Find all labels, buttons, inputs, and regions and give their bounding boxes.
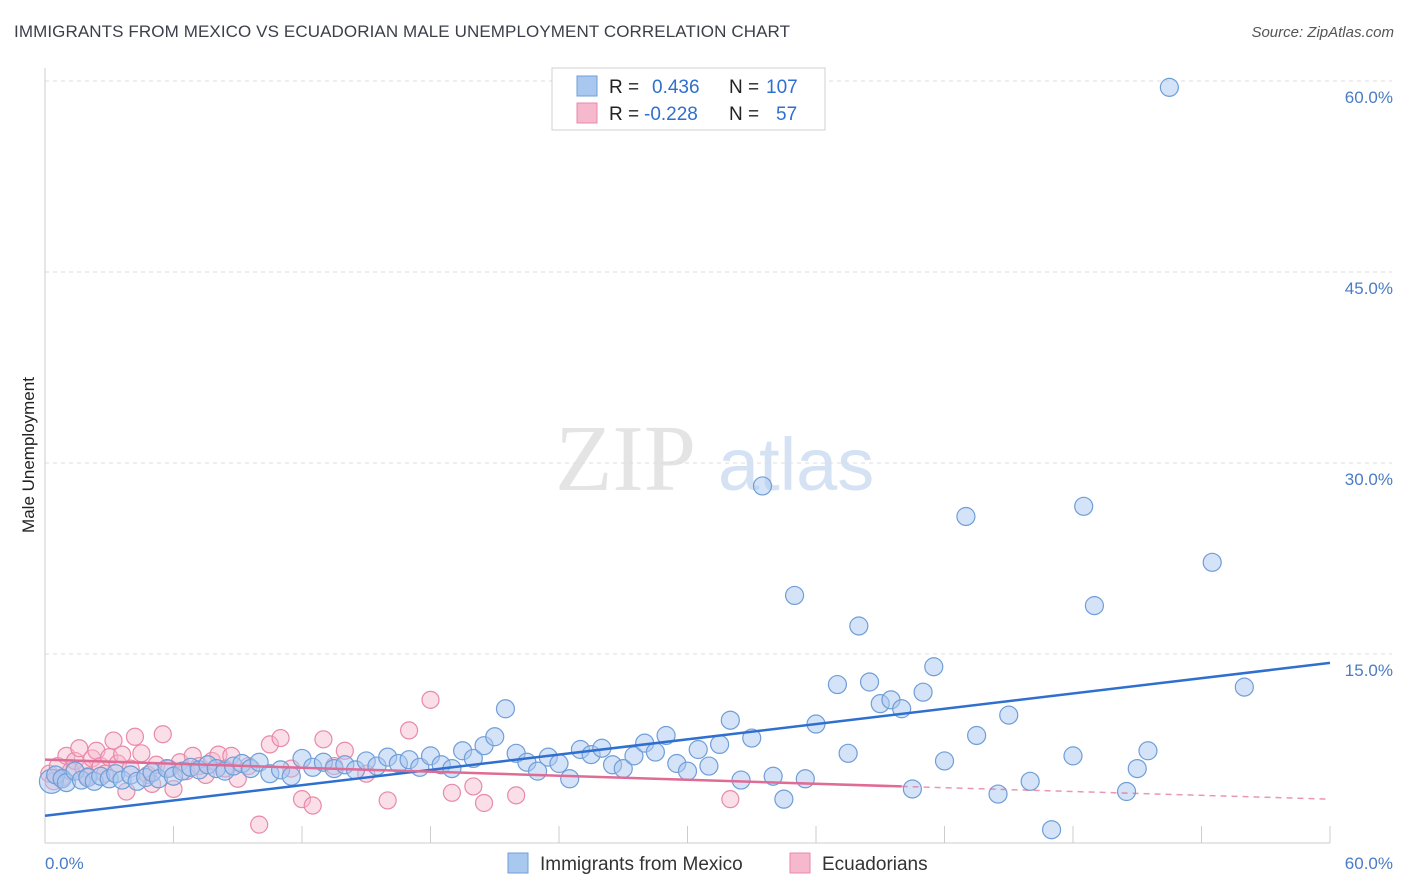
trend-lines — [44, 661, 1331, 817]
ecuadorians-point — [132, 744, 151, 763]
ecuadorians-point — [721, 790, 740, 809]
mexico-point — [656, 725, 676, 746]
mexico-point — [1063, 746, 1083, 766]
series-legend-label-ecuadorians: Ecuadorians — [822, 854, 928, 875]
mexico-trend-line — [44, 661, 1331, 817]
ecuadorians-point — [153, 725, 172, 744]
mexico-point — [784, 585, 805, 606]
mexico-point — [281, 766, 301, 786]
y-axis-label: Male Unemployment — [19, 377, 38, 533]
ecuadorians-point — [442, 783, 462, 802]
mexico-point — [549, 753, 569, 774]
y-tick-label: 15.0% — [1345, 661, 1393, 680]
series-legend-swatch-ecuadorians — [789, 852, 811, 874]
series-legend: Immigrants from Mexico Ecuadorians — [507, 852, 928, 875]
mexico-point — [677, 761, 698, 781]
mexico-point — [913, 682, 933, 702]
y-tick-label: 45.0% — [1345, 279, 1393, 298]
mexico-point — [463, 748, 483, 769]
legend-r-value-1: 0.436 — [652, 77, 700, 98]
legend-r-label-1: R = — [609, 77, 639, 98]
ecuadorians-point — [314, 730, 333, 749]
y-tick-label: 30.0% — [1345, 470, 1393, 489]
ecuadorians-trend-extension — [901, 785, 1331, 800]
watermark-zip: ZIP — [555, 407, 696, 511]
mexico-point — [1084, 596, 1105, 616]
mexico-point — [999, 705, 1019, 725]
legend-n-label-1: N = — [729, 77, 759, 98]
legend-n-label-2: N = — [729, 104, 759, 125]
mexico-point — [688, 739, 708, 760]
ecuadorians-point — [507, 786, 526, 805]
mexico-point — [795, 769, 815, 789]
mexico-point — [485, 727, 505, 747]
mexico-point — [859, 672, 880, 692]
y-tick-label: 60.0% — [1345, 88, 1393, 107]
mexico-point — [956, 506, 976, 527]
mexico-point — [902, 779, 922, 799]
ecuadorians-point — [125, 727, 145, 746]
mexico-point — [934, 751, 955, 771]
legend-swatch-ecuadorians — [576, 102, 598, 124]
mexico-point — [1159, 77, 1179, 97]
legend-r-label-2: R = — [609, 104, 639, 125]
ecuadorians-point — [474, 793, 494, 813]
mexico-point — [827, 674, 848, 695]
axes — [44, 68, 1331, 844]
ecuadorians-point — [104, 731, 123, 750]
ecuadorians-point — [260, 735, 279, 754]
tick-labels: 15.0% 30.0% 45.0% 60.0% 0.0% 60.0% — [45, 88, 1393, 873]
mexico-point — [752, 476, 773, 496]
chart-title: IMMIGRANTS FROM MEXICO VS ECUADORIAN MAL… — [14, 22, 791, 41]
mexico-point — [1202, 552, 1222, 572]
mexico-points — [38, 77, 1254, 840]
ecuadorians-point — [292, 790, 312, 809]
mexico-point — [1138, 741, 1158, 761]
legend-swatch-mexico — [576, 75, 598, 97]
ecuadorians-trend-line — [44, 758, 902, 788]
ecuadorians-point — [399, 721, 419, 740]
mexico-point — [560, 769, 580, 789]
ecuadorians-point — [421, 690, 440, 709]
series-legend-swatch-mexico — [507, 852, 529, 874]
chart-source: Source: ZipAtlas.com — [1251, 24, 1394, 41]
mexico-point — [710, 734, 730, 755]
mexico-point — [924, 657, 944, 677]
x-tick-label-end: 60.0% — [1345, 854, 1393, 873]
mexico-point — [495, 699, 516, 719]
mexico-point — [720, 710, 740, 730]
ecuadorians-point — [378, 791, 397, 810]
mexico-point — [774, 789, 794, 809]
mexico-point — [742, 728, 762, 748]
mexico-point — [763, 766, 783, 786]
mexico-point — [838, 743, 858, 763]
ecuadorians-point — [250, 815, 269, 834]
legend-n-value-1: 107 — [766, 77, 798, 98]
ecuadorians-point — [303, 796, 322, 815]
mexico-point — [849, 616, 869, 636]
mexico-point — [1116, 781, 1137, 802]
watermark-atlas: atlas — [718, 423, 874, 506]
mexico-point — [967, 725, 987, 746]
ecuadorians-point — [271, 728, 290, 748]
mexico-point — [1041, 820, 1062, 840]
mexico-point — [1020, 771, 1040, 791]
series-legend-label-mexico: Immigrants from Mexico — [540, 854, 743, 875]
gridlines — [45, 80, 1392, 655]
mexico-point — [1074, 496, 1094, 516]
legend-n-value-2: 57 — [776, 104, 797, 125]
mexico-point — [645, 742, 665, 762]
x-tick-label-start: 0.0% — [45, 854, 84, 873]
legend-r-value-2: -0.228 — [644, 104, 698, 125]
mexico-point — [1127, 758, 1147, 779]
ecuadorians-point — [464, 777, 483, 796]
mexico-point — [1234, 677, 1254, 697]
mexico-point — [699, 756, 719, 776]
stats-legend: R = 0.436 N = 107 R = -0.228 N = 57 — [551, 67, 826, 131]
mexico-point — [988, 784, 1008, 804]
